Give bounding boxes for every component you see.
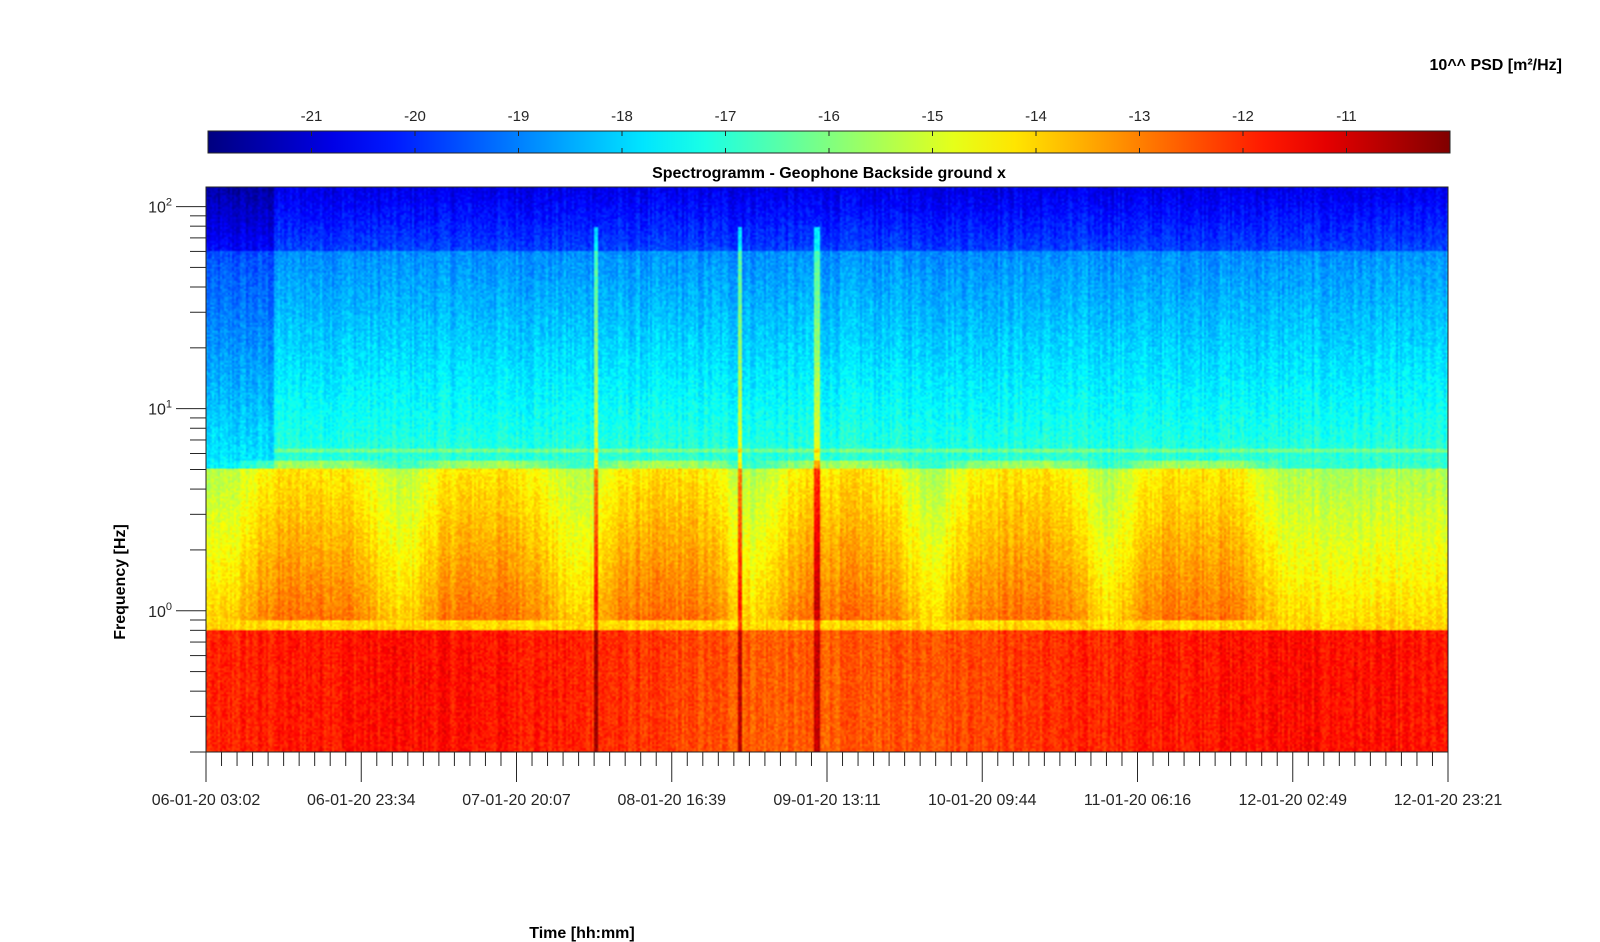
x-tick-label: 06-01-20 23:34 [307,792,416,809]
spectrogram-heatmap [206,187,1448,752]
x-tick-label: 06-01-20 03:02 [152,792,261,809]
y-tick-label: 102 [148,197,172,217]
x-tick-label: 12-01-20 02:49 [1238,792,1347,809]
y-tick-label: 101 [148,399,172,419]
colorbar-tick-label: -12 [1232,108,1254,125]
y-axis: 102 101 100 [148,197,206,753]
x-axis: 06-01-20 03:02 06-01-20 23:34 07-01-20 20:… [152,752,1503,809]
colorbar-tick-label: -19 [508,108,530,125]
colorbar-tick-label: -14 [1025,108,1047,125]
x-tick-label: 08-01-20 16:39 [617,792,726,809]
colorbar-tick-label: -16 [818,108,840,125]
colorbar-tick-label: -13 [1129,108,1151,125]
colorbar-tick-label: -17 [715,108,737,125]
spectrogram-image [206,187,1448,752]
x-axis-label: Time [hh:mm] [529,925,634,942]
colorbar: -21 -20 -19 -18 -17 -16 -15 -14 -13 -12 -11 [207,108,1451,154]
colorbar-unit-label: 10^^ PSD [m²/Hz] [1430,57,1562,74]
x-tick-label: 11-01-20 06:16 [1084,792,1191,809]
x-tick-label: 10-01-20 09:44 [928,792,1037,809]
x-tick-label: 09-01-20 13:11 [773,792,880,809]
colorbar-tick-label: -11 [1336,108,1357,125]
y-axis-label: Frequency [Hz] [112,524,129,640]
colorbar-tick-label: -15 [922,108,944,125]
colorbar-tick-label: -20 [404,108,426,125]
chart-title: Spectrogramm - Geophone Backside ground … [652,165,1006,182]
x-tick-label: 12-01-20 23:21 [1394,792,1503,809]
colorbar-tick-label: -21 [301,108,323,125]
x-tick-label: 07-01-20 20:07 [462,792,571,809]
colorbar-tick-label: -18 [611,108,633,125]
y-tick-label: 100 [148,601,172,621]
colorbar-gradient [208,131,1450,153]
colorbar-ticks: -21 -20 -19 -18 -17 -16 -15 -14 -13 -12 -11 [301,108,1357,153]
